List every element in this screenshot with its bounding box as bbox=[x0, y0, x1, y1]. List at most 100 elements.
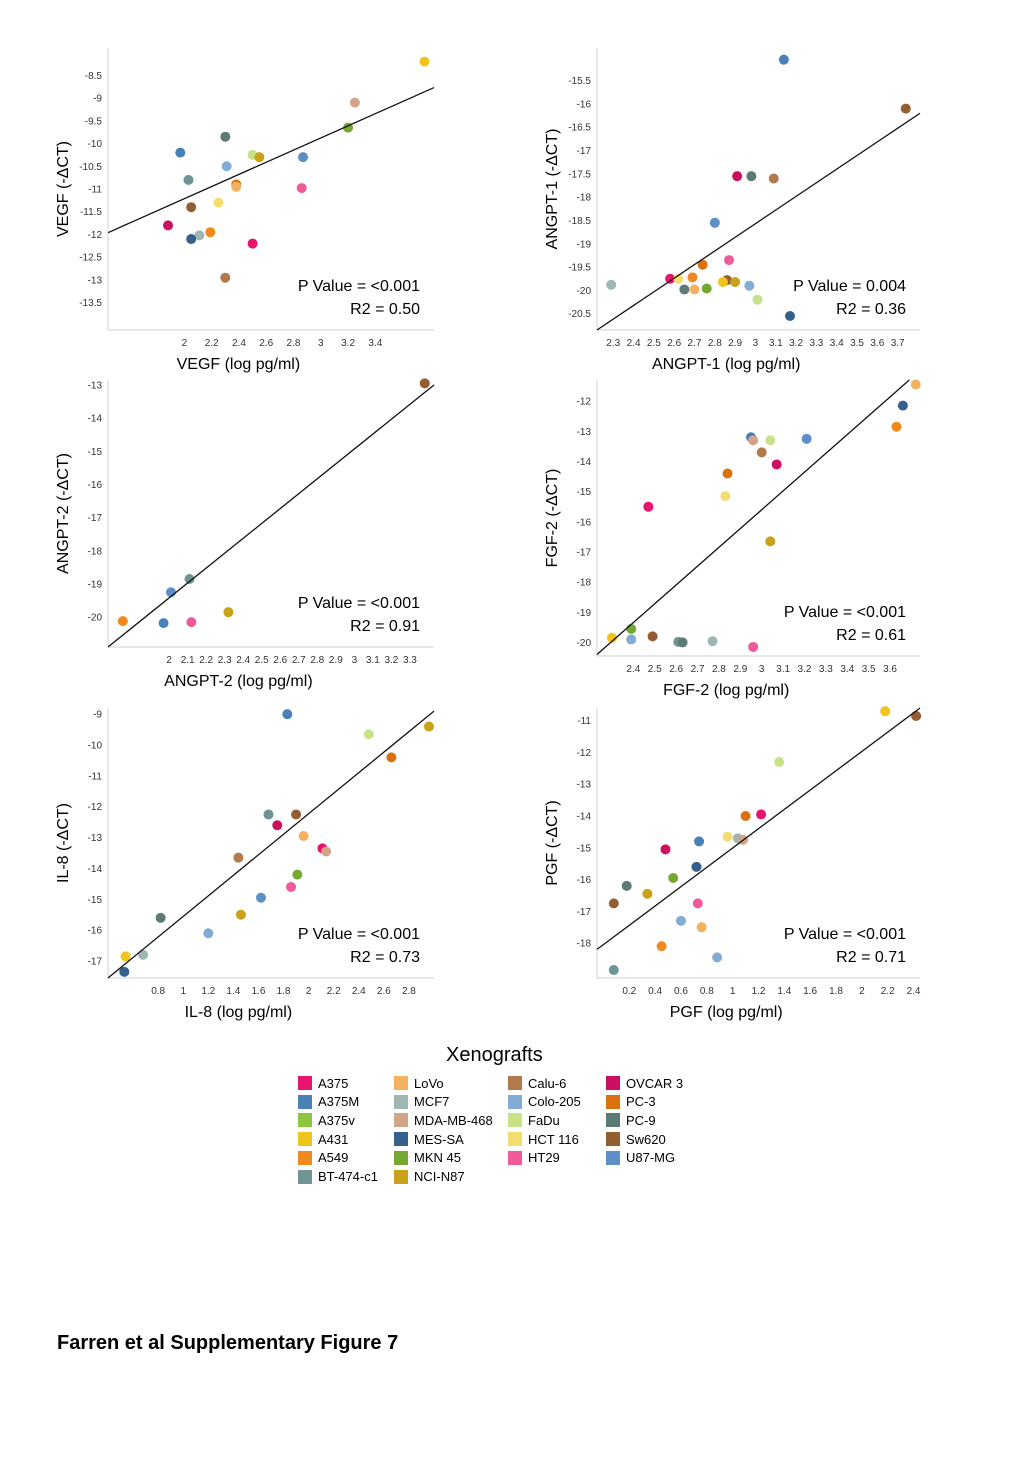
x-tick-label: 2.2 bbox=[199, 655, 213, 666]
scatter-plot-svg: -13 -14 -15 -16 -17 -18 -19 -20 2 2.1 2.2 2.3 2.4 2.5… bbox=[55, 378, 435, 690]
x-tick-label: 2.9 bbox=[329, 655, 343, 666]
x-tick-label: 3.5 bbox=[850, 338, 864, 349]
x-axis-title: IL-8 (log pg/ml) bbox=[185, 1004, 293, 1021]
y-tick-label: -16 bbox=[577, 875, 592, 886]
data-point bbox=[891, 421, 902, 432]
x-tick-label: 2.8 bbox=[402, 986, 416, 997]
data-point bbox=[752, 294, 763, 305]
x-tick-label: 3.4 bbox=[840, 664, 854, 675]
y-tick-label: -20 bbox=[88, 613, 103, 624]
fgf2-scatter-panel: -12 -13 -14 -15 -16 -17 -18 -19 -20 2.4 2.5 2.6 2.7 2… bbox=[537, 379, 930, 726]
data-point bbox=[801, 433, 812, 444]
legend-item: MCF7 bbox=[394, 1093, 449, 1111]
data-point bbox=[272, 820, 283, 831]
data-point bbox=[768, 173, 779, 184]
legend-label: U87-MG bbox=[626, 1150, 676, 1166]
x-tick-label: 2.5 bbox=[647, 338, 661, 349]
x-tick-label: 1.2 bbox=[752, 986, 766, 997]
legend-item: LoVo bbox=[394, 1074, 444, 1092]
x-tick-label: 2.5 bbox=[255, 655, 269, 666]
data-point bbox=[778, 54, 789, 65]
r2-label: R2 = 0.73 bbox=[350, 949, 420, 966]
legend-label: Colo-205 bbox=[528, 1094, 581, 1110]
data-point bbox=[730, 276, 741, 287]
legend-item: MDA-MB-468 bbox=[394, 1111, 493, 1129]
data-point bbox=[220, 131, 231, 142]
y-tick-label: -14 bbox=[88, 864, 103, 875]
regression-line bbox=[107, 86, 435, 234]
legend-item: U87-MG bbox=[606, 1149, 675, 1167]
scatter-plot-svg: -15.5 -16 -16.5 -17 -17.5 -18 -18.5 -19 -19.5 -20… bbox=[544, 48, 921, 373]
p-value-label: P Value = 0.004 bbox=[793, 278, 906, 295]
legend-item: A375 bbox=[298, 1074, 348, 1092]
y-tick-label: -19 bbox=[577, 608, 592, 619]
regression-line bbox=[596, 112, 921, 331]
y-tick-label: -11 bbox=[88, 771, 102, 782]
x-tick-label: 3.2 bbox=[798, 664, 812, 675]
y-tick-label: -8.5 bbox=[85, 71, 103, 82]
x-tick-label: 2.5 bbox=[648, 664, 662, 675]
y-tick-label: -15 bbox=[88, 447, 103, 458]
data-point bbox=[231, 181, 242, 192]
r2-label: R2 = 0.50 bbox=[350, 301, 420, 318]
data-point bbox=[183, 174, 194, 185]
legend-item: BT-474-c1 bbox=[298, 1168, 378, 1186]
data-point bbox=[292, 869, 303, 880]
x-tick-label: 2.6 bbox=[259, 338, 273, 349]
data-point bbox=[673, 273, 684, 284]
data-point bbox=[765, 536, 776, 547]
data-point bbox=[117, 616, 128, 627]
y-tick-label: -16 bbox=[88, 926, 103, 937]
legend-label: NCI-N87 bbox=[414, 1169, 465, 1184]
x-tick-label: 1.8 bbox=[277, 986, 291, 997]
p-value-label: P Value = <0.001 bbox=[298, 278, 420, 295]
x-tick-label: 3.1 bbox=[769, 338, 783, 349]
data-point bbox=[386, 752, 397, 763]
data-point bbox=[163, 220, 174, 231]
x-tick-label: 2.9 bbox=[728, 338, 742, 349]
y-tick-label: -17 bbox=[88, 957, 103, 968]
legend-swatch bbox=[508, 1076, 522, 1090]
x-tick-label: 2.6 bbox=[273, 655, 287, 666]
data-point bbox=[642, 888, 653, 899]
x-tick-label: 1.2 bbox=[201, 986, 215, 997]
y-tick-label: -16 bbox=[88, 480, 103, 491]
data-point bbox=[296, 183, 307, 194]
legend-label: BT-474-c1 bbox=[318, 1169, 378, 1184]
x-tick-label: 3.3 bbox=[809, 338, 823, 349]
data-point bbox=[748, 641, 759, 652]
x-tick-label: 3.4 bbox=[368, 338, 382, 349]
y-tick-label: -10.5 bbox=[79, 162, 102, 173]
legend-swatch bbox=[394, 1169, 408, 1184]
y-tick-label: -18 bbox=[577, 193, 592, 204]
y-tick-label: -17.5 bbox=[568, 169, 591, 180]
data-point bbox=[643, 501, 654, 512]
x-tick-label: 1.6 bbox=[803, 986, 817, 997]
legend-label: MDA-MB-468 bbox=[414, 1112, 493, 1128]
data-point bbox=[689, 284, 700, 295]
legend-label: A549 bbox=[318, 1150, 349, 1166]
data-point bbox=[608, 898, 619, 909]
data-point bbox=[692, 898, 703, 909]
data-point bbox=[748, 435, 759, 446]
legend-item: MES-SA bbox=[394, 1130, 464, 1148]
legend-swatch bbox=[394, 1132, 408, 1147]
legend-label: MKN 45 bbox=[414, 1150, 461, 1166]
y-tick-label: -14 bbox=[88, 414, 103, 425]
x-tick-label: 3.3 bbox=[403, 655, 417, 666]
x-tick-label: 2.4 bbox=[232, 338, 246, 349]
legend-item: Colo-205 bbox=[508, 1093, 581, 1111]
figure-caption: Farren et al Supplementary Figure 7 bbox=[57, 1332, 399, 1354]
x-tick-label: 2.3 bbox=[218, 655, 232, 666]
x-tick-label: 3 bbox=[753, 338, 759, 349]
y-tick-label: -12 bbox=[88, 230, 103, 241]
x-tick-label: 1.4 bbox=[226, 986, 240, 997]
y-axis-title: PGF (-ΔCT) bbox=[544, 800, 561, 885]
angpt2-scatter-panel: -13 -14 -15 -16 -17 -18 -19 -20 2 2.1 2.2 2.3 2.4 2.5… bbox=[48, 378, 444, 717]
data-point bbox=[120, 951, 131, 962]
legend-item: Calu-6 bbox=[508, 1074, 566, 1092]
regression-line bbox=[596, 379, 910, 655]
legend-label: MES-SA bbox=[414, 1131, 464, 1147]
legend-item: A549 bbox=[298, 1149, 348, 1167]
legend-label: A431 bbox=[318, 1131, 349, 1147]
